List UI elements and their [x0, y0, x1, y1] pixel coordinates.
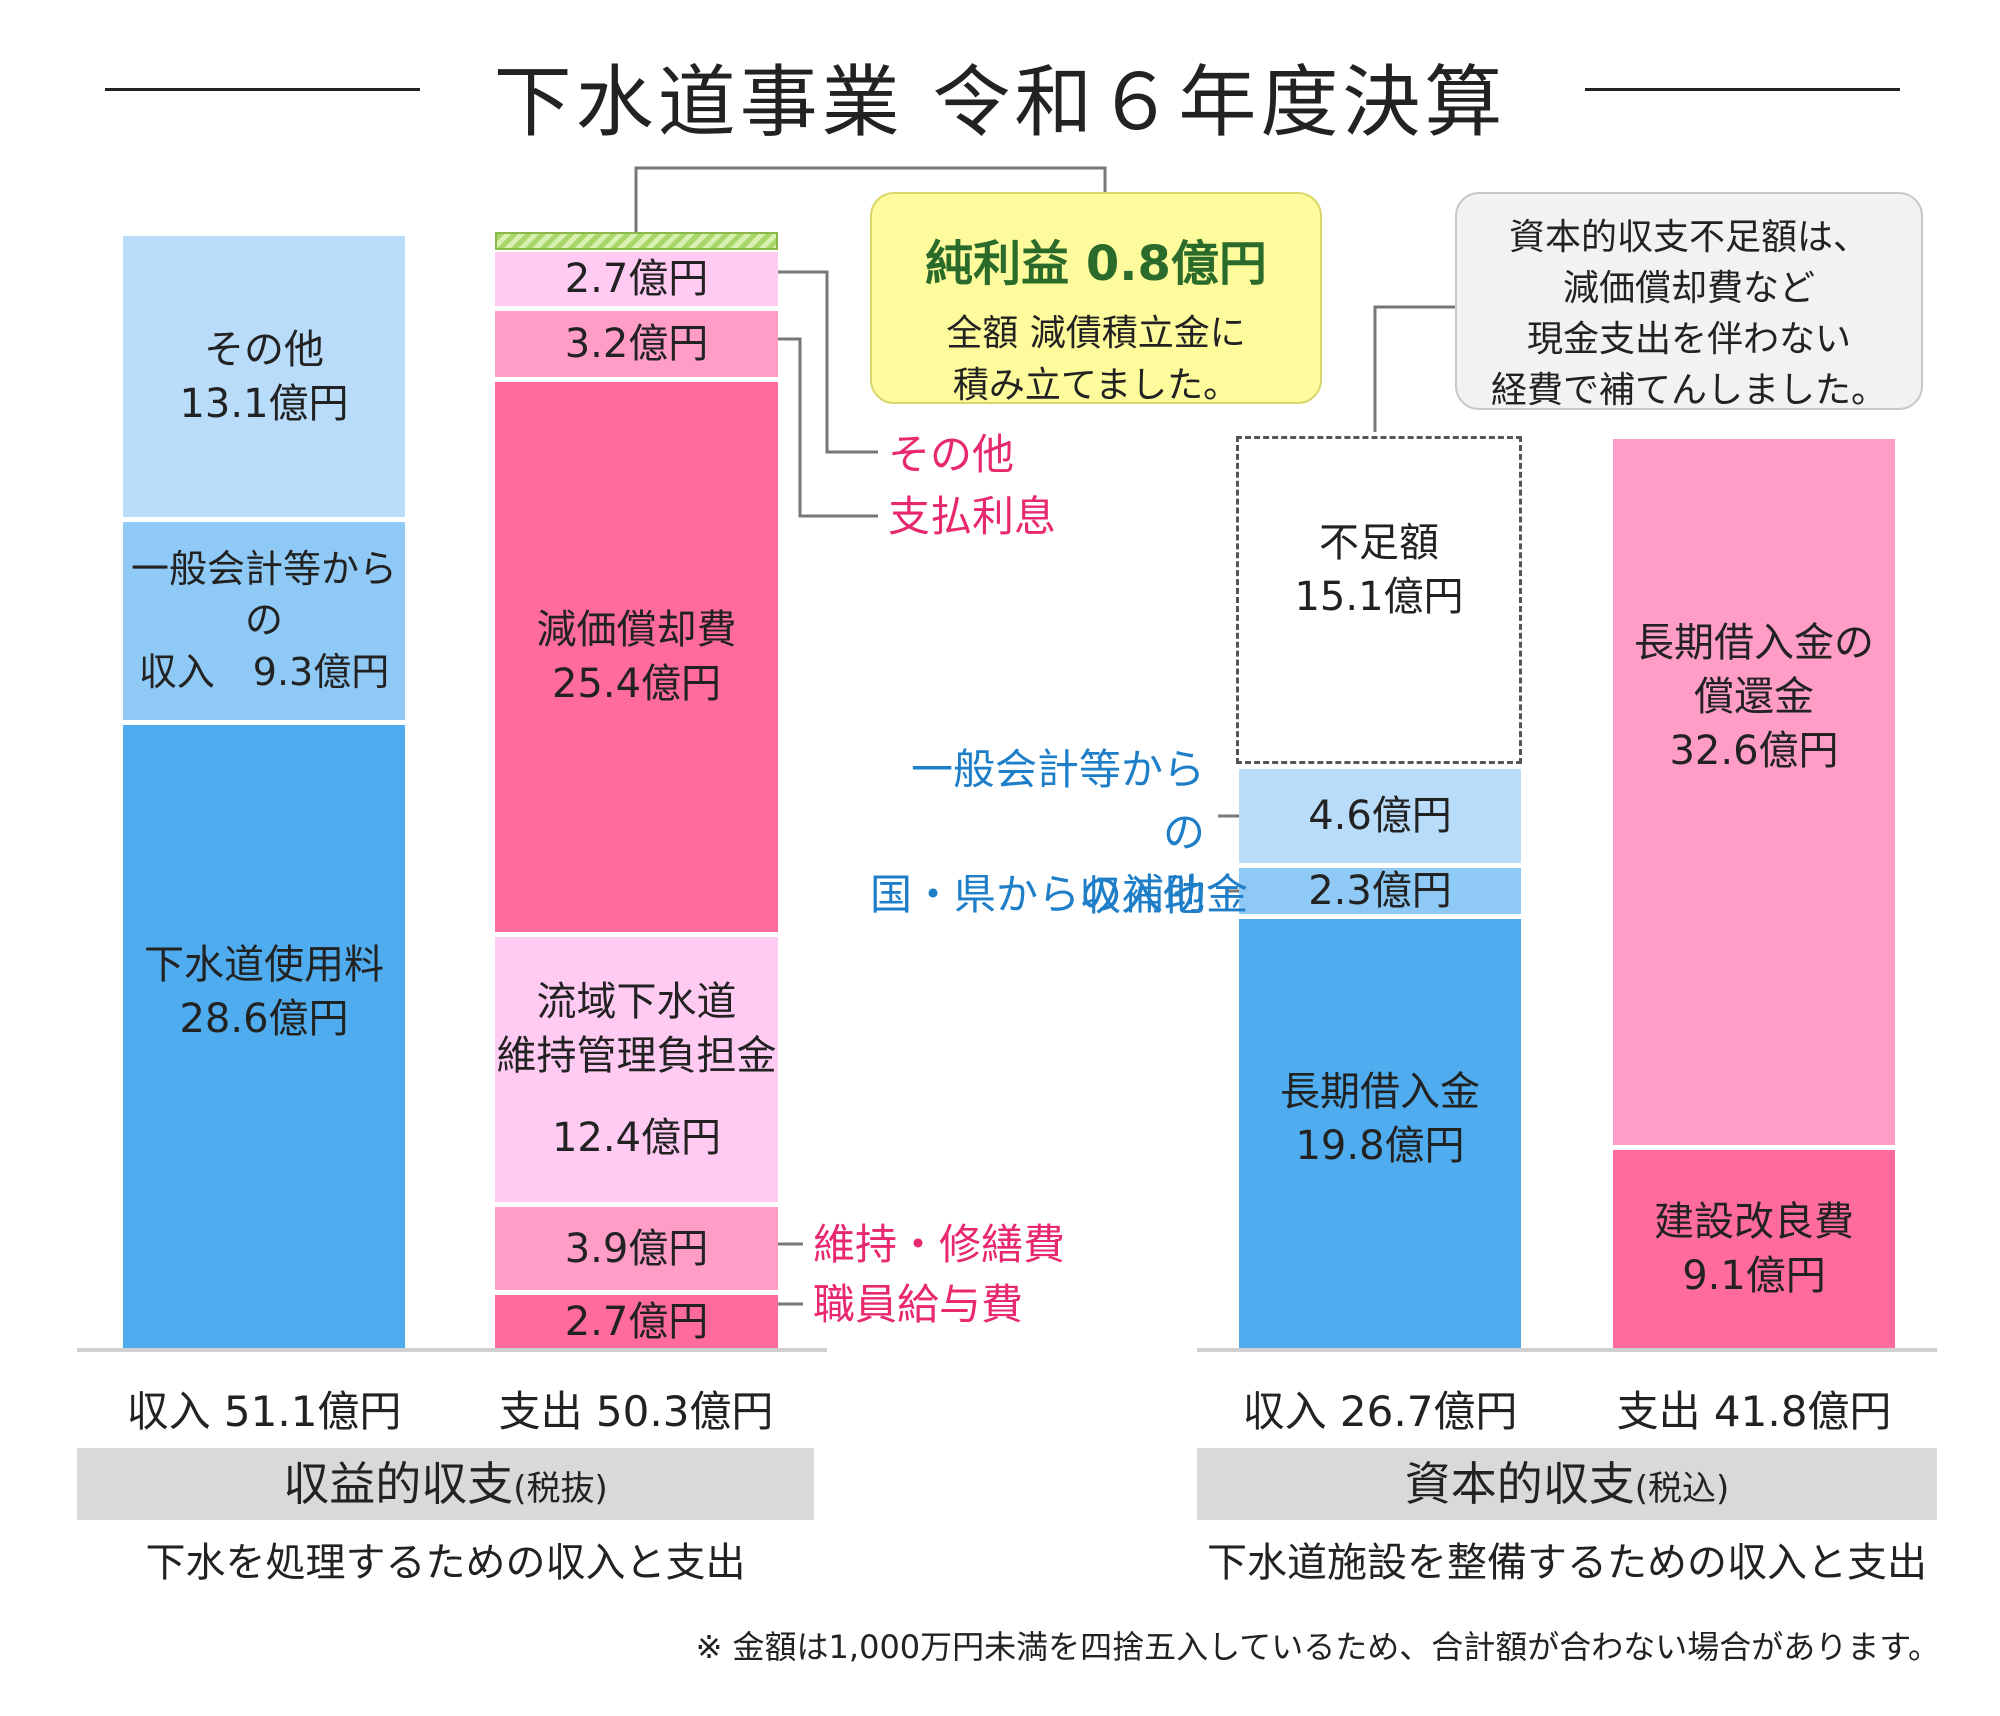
label-expense-basin-sewer: 流域下水道 維持管理負担金	[496, 978, 777, 1079]
footnote: ※ 金額は1,000万円未満を四捨五入しているため、合計額が合わない場合がありま…	[695, 1628, 1940, 1666]
shortfall-box: 資本的収支不足額は、 減価償却費など 現金支出を伴わない 経費で補てんしました。	[1455, 192, 1923, 411]
callout-salary: 職員給与費	[813, 1280, 1024, 1329]
shortfall-connector	[1373, 305, 1455, 432]
bar-revenue-other: その他 13.1億円	[123, 236, 405, 517]
value-expense-maintenance: 3.9億円	[564, 1225, 709, 1272]
callout-interest: 支払利息	[888, 492, 1057, 541]
bar-capital-repayment: 長期借入金の 償還金 32.6億円	[1613, 439, 1895, 1145]
section-title-revenue: 収益的収支	[283, 1457, 514, 1511]
profit-heading: 純利益 0.8億円	[925, 236, 1267, 292]
value-expense-salary: 2.7億円	[564, 1298, 709, 1345]
value-capital-general-account: 4.6億円	[1308, 793, 1452, 839]
value-expense-interest: 3.2億円	[564, 321, 709, 367]
label-capital-repayment: 長期借入金の 償還金 32.6億円	[1634, 620, 1874, 774]
bar-expense-maintenance: 3.9億円	[495, 1207, 778, 1290]
profit-connector	[634, 166, 1107, 232]
callout-general-account: 一般会計等からの 収入他	[910, 745, 1205, 920]
callout-other: その他	[888, 430, 1015, 479]
axis-label-revenue-income: 収入 51.1億円	[126, 1387, 402, 1436]
section-note-revenue: (税抜)	[513, 1469, 608, 1509]
axis-label-revenue-expense: 支出 50.3億円	[498, 1387, 774, 1436]
profit-body: 全額 減債積立金に 積み立てました。	[946, 313, 1246, 407]
section-title-capital: 資本的収支	[1404, 1457, 1635, 1511]
label-revenue-other: その他 13.1億円	[179, 326, 349, 427]
axis-label-capital-income: 収入 26.7億円	[1242, 1387, 1518, 1436]
title-rule-left	[105, 88, 420, 91]
bar-expense-interest: 3.2億円	[495, 311, 778, 377]
value-expense-basin-sewer: 12.4億円	[551, 1114, 722, 1161]
callout-subsidy: 国・県からの補助金	[870, 870, 1249, 919]
axis-label-capital-expense: 支出 41.8億円	[1616, 1387, 1892, 1436]
bar-capital-subsidy: 2.3億円	[1239, 868, 1521, 914]
bar-expense-net-profit	[495, 232, 778, 250]
bar-revenue-general-account: 一般会計等からの 収入 9.3億円	[123, 522, 405, 720]
label-capital-construction: 建設改良費 9.1億円	[1654, 1199, 1854, 1299]
bar-expense-salary: 2.7億円	[495, 1295, 778, 1348]
other-connector	[770, 270, 878, 454]
label-expense-depreciation: 減価償却費 25.4億円	[536, 607, 737, 707]
value-capital-subsidy: 2.3億円	[1308, 868, 1452, 914]
section-band-revenue: 収益的収支(税抜)	[77, 1448, 814, 1520]
bar-capital-construction: 建設改良費 9.1億円	[1613, 1150, 1895, 1348]
bar-capital-loan: 長期借入金 19.8億円	[1239, 919, 1521, 1348]
profit-box: 純利益 0.8億円 全額 減債積立金に 積み立てました。	[870, 192, 1322, 406]
label-revenue-general-account: 一般会計等からの 収入 9.3億円	[130, 547, 397, 694]
bar-capital-shortfall: 不足額 15.1億円	[1236, 436, 1522, 764]
baseline-revenue	[77, 1348, 827, 1352]
bar-revenue-sewer-fee: 下水道使用料 28.6億円	[123, 725, 405, 1348]
baseline-capital	[1197, 1348, 1937, 1352]
title-rule-right	[1585, 88, 1900, 91]
callout-maintenance: 維持・修繕費	[813, 1220, 1066, 1269]
label-capital-shortfall: 不足額 15.1億円	[1294, 520, 1464, 620]
section-desc-capital: 下水道施設を整備するための収入と支出	[1207, 1540, 1927, 1586]
section-desc-revenue: 下水を処理するための収入と支出	[145, 1540, 746, 1586]
page-title: 下水道事業 令和６年度決算	[493, 58, 1507, 148]
bar-expense-depreciation: 減価償却費 25.4億円	[495, 382, 778, 932]
value-expense-other: 2.7億円	[564, 256, 709, 302]
shortfall-body: 資本的収支不足額は、 減価償却費など 現金支出を伴わない 経費で補てんしました。	[1490, 217, 1887, 412]
label-capital-loan: 長期借入金 19.8億円	[1280, 1068, 1480, 1169]
bar-expense-other: 2.7億円	[495, 252, 778, 306]
section-band-capital: 資本的収支(税込)	[1197, 1448, 1937, 1520]
bar-capital-general-account: 4.6億円	[1239, 769, 1521, 863]
bar-expense-basin-sewer: 流域下水道 維持管理負担金 12.4億円	[495, 937, 778, 1202]
section-note-capital: (税込)	[1634, 1469, 1730, 1509]
label-revenue-sewer-fee: 下水道使用料 28.6億円	[144, 941, 384, 1042]
